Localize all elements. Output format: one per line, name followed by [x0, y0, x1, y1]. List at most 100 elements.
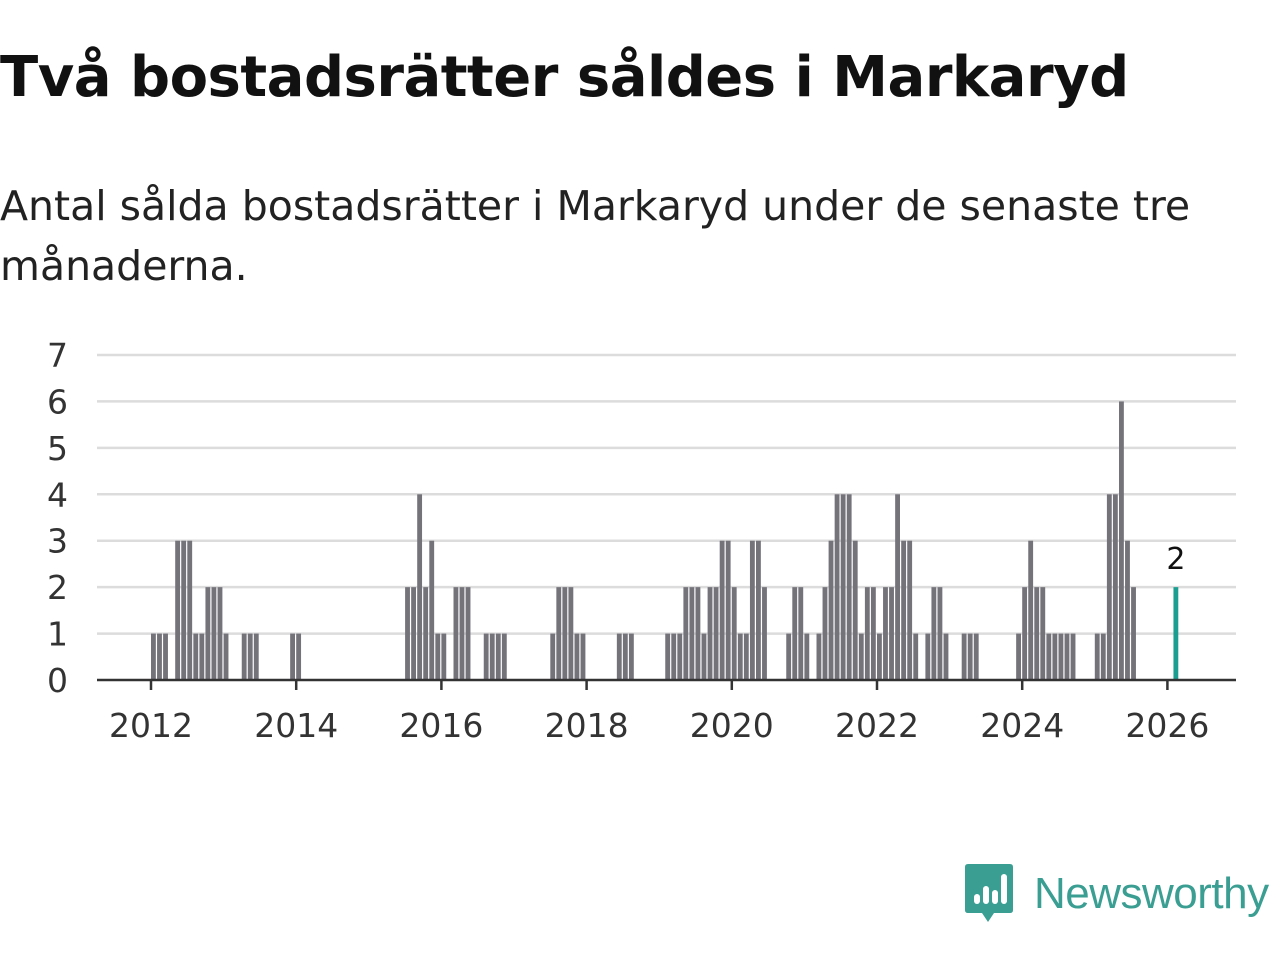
bar: [864, 587, 870, 680]
bar: [580, 633, 586, 680]
x-tick-label: 2016: [399, 706, 483, 745]
bar: [411, 587, 416, 680]
bar: [846, 494, 852, 680]
bar: [701, 633, 707, 680]
bar: [786, 633, 792, 680]
bar: [495, 633, 501, 680]
bar: [937, 587, 943, 680]
bar: [181, 540, 187, 680]
bar: [417, 494, 423, 680]
x-tick-label: 2024: [980, 706, 1064, 745]
x-tick-label: 2018: [545, 706, 629, 745]
bar: [163, 633, 168, 680]
bar: [489, 633, 495, 680]
bar: [175, 540, 181, 680]
bar: [223, 633, 229, 680]
bar: [435, 633, 441, 680]
bar: [665, 633, 671, 680]
bar: [689, 587, 695, 680]
bar: [568, 587, 574, 680]
bar: [616, 633, 622, 680]
y-tick-label: 6: [47, 382, 68, 421]
bar: [695, 587, 701, 680]
bar: [834, 494, 840, 680]
bar: [737, 633, 743, 680]
x-tick-label: 2012: [109, 706, 193, 745]
bar: [883, 587, 888, 680]
bar: [1046, 633, 1052, 680]
bar: [1100, 633, 1106, 680]
bar: [459, 587, 465, 680]
bar: [562, 587, 568, 680]
chart-title: Två bostadsrätter såldes i Markaryd: [0, 45, 1129, 110]
bar: [828, 540, 834, 680]
bar: [1070, 633, 1076, 680]
bar: [247, 633, 253, 680]
bar: [622, 633, 628, 680]
y-tick-label: 5: [47, 429, 68, 468]
bars: [151, 401, 1179, 680]
bar: [296, 633, 302, 680]
bar: [501, 633, 507, 680]
bar: [405, 587, 410, 680]
bar: [441, 633, 447, 680]
bar: [1052, 633, 1058, 680]
chart-subtitle: Antal sålda bostadsrätter i Markaryd und…: [0, 182, 1191, 290]
bar: [1040, 587, 1046, 680]
bar: [973, 633, 979, 680]
bar: [798, 587, 804, 680]
bar: [749, 540, 755, 680]
x-tick-label: 2026: [1125, 706, 1209, 745]
newsworthy-logo[interactable]: Newsworthy: [964, 862, 1269, 926]
bar: [465, 587, 471, 680]
bar: [211, 587, 217, 680]
bar: [907, 540, 913, 680]
newsworthy-logo-icon: [965, 864, 1013, 922]
bar: [1119, 401, 1124, 680]
bar: [628, 633, 634, 680]
bar: [792, 587, 798, 680]
bar: [677, 633, 683, 680]
bar: [199, 633, 205, 680]
highlight-bar: [1173, 587, 1179, 680]
y-tick-label: 1: [47, 615, 68, 654]
bar: [822, 587, 828, 680]
bar: [157, 633, 162, 680]
bar: [453, 587, 459, 680]
brand-name: Newsworthy: [1034, 869, 1269, 918]
bar: [804, 633, 810, 680]
bar: [193, 633, 199, 680]
bar: [840, 494, 846, 680]
bar: [671, 633, 677, 680]
bar: [719, 540, 725, 680]
axes: [97, 678, 1236, 690]
bar: [1106, 494, 1112, 680]
bar: [550, 633, 556, 680]
bar: [762, 587, 767, 680]
bar: [913, 633, 919, 680]
bar: [725, 540, 731, 680]
bar: [1028, 540, 1034, 680]
bar: [931, 587, 937, 680]
bar: [253, 633, 259, 680]
bar: [870, 587, 876, 680]
bar: [1064, 633, 1070, 680]
bar: [1131, 587, 1136, 680]
bar: [1058, 633, 1064, 680]
bar: [217, 587, 223, 680]
bar: [556, 587, 562, 680]
bar: [943, 633, 949, 680]
grid-lines: [97, 353, 1236, 635]
bar: [858, 633, 864, 680]
bar: [852, 540, 858, 680]
bar: [187, 540, 193, 680]
bar: [816, 633, 822, 680]
bar: [1112, 494, 1118, 680]
bar: [877, 633, 882, 680]
bar: [429, 540, 435, 680]
y-tick-label: 3: [47, 522, 68, 561]
bar: [151, 633, 156, 680]
bar: [241, 633, 247, 680]
bar: [967, 633, 973, 680]
x-tick-label: 2014: [254, 706, 338, 745]
